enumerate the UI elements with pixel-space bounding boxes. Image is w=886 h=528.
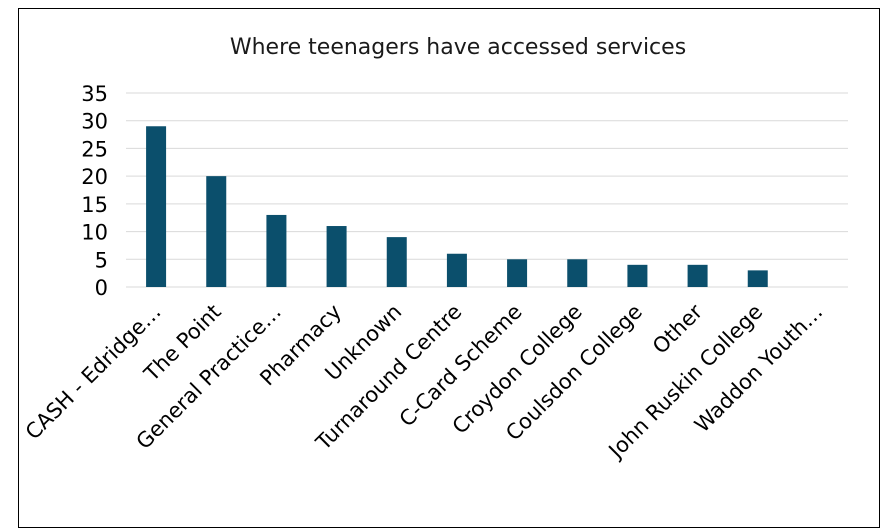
bar-1 [206,176,227,287]
y-tick-label: 5 [95,248,108,272]
gridlines [126,92,848,288]
bar-6 [507,259,528,287]
y-tick-label: 35 [81,82,108,106]
bars [146,126,768,287]
y-tick-label: 10 [81,221,108,245]
bar-9 [687,264,708,287]
y-tick-label: 15 [81,193,108,217]
y-tick-label: 30 [81,110,108,134]
bar-2 [266,214,287,287]
bar-7 [567,259,588,287]
chart-title: Where teenagers have accessed services [230,35,686,60]
bar-5 [446,253,467,287]
y-tick-label: 25 [81,137,108,161]
bar-10 [747,270,768,287]
bar-8 [627,264,648,287]
bar-chart: Where teenagers have accessed services 0… [21,35,848,464]
bar-4 [386,237,407,287]
bar-0 [146,126,167,287]
y-tick-label: 20 [81,165,108,189]
y-axis-tick-labels: 0 5 10 15 20 25 30 35 [81,82,108,300]
y-tick-label: 0 [95,276,108,300]
x-category-label: Other [648,299,707,358]
bar-3 [326,226,347,287]
